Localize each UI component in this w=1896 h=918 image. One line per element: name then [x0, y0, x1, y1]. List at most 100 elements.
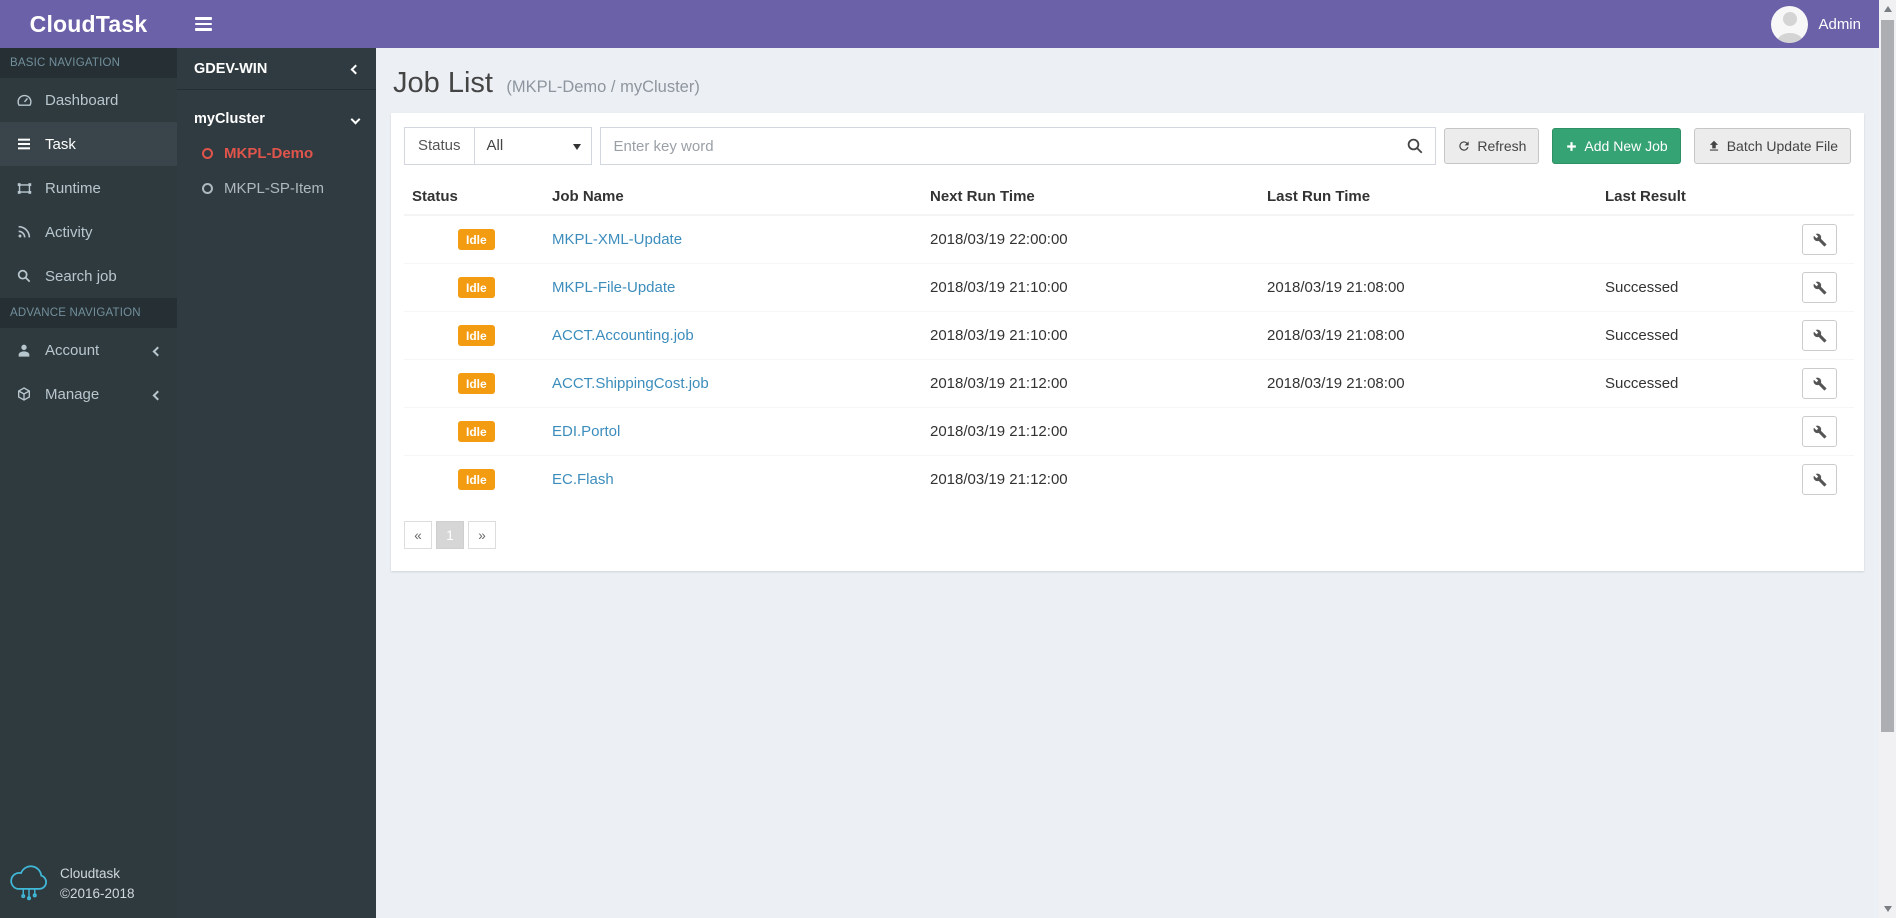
- job-name-link[interactable]: EC.Flash: [552, 471, 614, 488]
- wrench-icon: [1813, 473, 1826, 486]
- main-sidebar: BASIC NAVIGATION Dashboard Task: [0, 48, 177, 918]
- tree-item-label: MKPL-SP-Item: [224, 180, 325, 197]
- search-button[interactable]: [1398, 131, 1432, 161]
- search-input[interactable]: [599, 127, 1437, 165]
- pagination: « 1 »: [404, 521, 1851, 549]
- job-settings-button[interactable]: [1802, 224, 1837, 255]
- job-name-link[interactable]: MKPL-XML-Update: [552, 231, 683, 248]
- pagination-page-1-button[interactable]: 1: [436, 521, 464, 549]
- cluster-tree-panel: GDEV-WIN myCluster MKPL-Demo MKPL-SP-Ite…: [177, 48, 376, 918]
- next-run-time: 2018/03/19 21:10:00: [922, 263, 1259, 312]
- add-new-job-label: Add New Job: [1584, 138, 1668, 154]
- next-run-time: 2018/03/19 21:12:00: [922, 359, 1259, 408]
- job-name-link[interactable]: ACCT.Accounting.job: [552, 327, 694, 344]
- job-settings-button[interactable]: [1802, 320, 1837, 351]
- job-settings-button[interactable]: [1802, 464, 1837, 495]
- batch-update-file-button[interactable]: Batch Update File: [1693, 128, 1851, 164]
- pagination-next-button[interactable]: »: [468, 521, 496, 549]
- refresh-button[interactable]: Refresh: [1444, 128, 1540, 164]
- page-header: Job List (MKPL-Demo / myCluster): [376, 48, 1879, 113]
- cloud-logo-icon: [6, 859, 52, 908]
- sidebar-item-search-job[interactable]: Search job: [0, 254, 177, 298]
- tree-item-mkpl-demo[interactable]: MKPL-Demo: [177, 136, 376, 171]
- search-icon: [15, 267, 33, 285]
- tree-item-mkpl-sp-item[interactable]: MKPL-SP-Item: [177, 171, 376, 206]
- sidebar-item-label: Search job: [45, 267, 117, 285]
- last-result: [1597, 214, 1794, 264]
- tree-server-gdev-win[interactable]: GDEV-WIN: [177, 48, 376, 90]
- tree-cluster-label: myCluster: [194, 111, 265, 127]
- last-run-time: [1259, 407, 1597, 456]
- scrollbar-thumb[interactable]: [1881, 20, 1894, 732]
- batch-update-file-label: Batch Update File: [1726, 138, 1838, 154]
- col-header-last-result: Last Result: [1597, 181, 1794, 216]
- search-icon: [1408, 138, 1423, 154]
- next-run-time: 2018/03/19 21:12:00: [922, 455, 1259, 503]
- wrench-icon: [1813, 281, 1826, 294]
- table-row: Idle MKPL-XML-Update 2018/03/19 22:00:00: [404, 214, 1854, 264]
- brand-logo[interactable]: CloudTask: [29, 11, 148, 37]
- user-icon: [15, 341, 33, 359]
- last-result: [1597, 455, 1794, 503]
- scroll-up-icon[interactable]: [1883, 6, 1892, 12]
- sidebar-footer: Cloudtask ©2016-2018: [6, 859, 135, 908]
- chevron-left-icon: [152, 386, 163, 403]
- status-filter-value: All: [486, 137, 504, 154]
- pagination-prev-button[interactable]: «: [404, 521, 432, 549]
- sidebar-item-manage[interactable]: Manage: [0, 372, 177, 416]
- refresh-label: Refresh: [1477, 138, 1527, 154]
- scroll-down-icon[interactable]: [1883, 906, 1892, 912]
- table-row: Idle EC.Flash 2018/03/19 21:12:00: [404, 455, 1854, 503]
- next-run-time: 2018/03/19 21:10:00: [922, 311, 1259, 360]
- job-settings-button[interactable]: [1802, 272, 1837, 303]
- search-group: [599, 127, 1437, 165]
- job-name-link[interactable]: ACCT.ShippingCost.job: [552, 375, 709, 392]
- sidebar-item-task[interactable]: Task: [0, 122, 177, 166]
- last-run-time: [1259, 455, 1597, 503]
- status-badge: Idle: [458, 229, 495, 250]
- last-run-time: 2018/03/19 21:08:00: [1259, 263, 1597, 312]
- next-run-time: 2018/03/19 21:12:00: [922, 407, 1259, 456]
- tree-cluster-mycluster[interactable]: myCluster: [177, 102, 376, 136]
- footer-app-name: Cloudtask: [60, 865, 121, 881]
- sidebar-item-label: Runtime: [45, 179, 101, 197]
- tree-item-label: MKPL-Demo: [224, 145, 314, 162]
- col-header-status: Status: [404, 181, 544, 216]
- caret-down-icon: [572, 144, 581, 150]
- chevron-down-icon: [350, 111, 361, 127]
- col-header-actions: [1794, 181, 1854, 216]
- user-name: Admin: [1818, 15, 1861, 33]
- job-settings-button[interactable]: [1802, 416, 1837, 447]
- user-menu[interactable]: Admin: [1771, 0, 1861, 48]
- sidebar-item-account[interactable]: Account: [0, 328, 177, 372]
- job-settings-button[interactable]: [1802, 368, 1837, 399]
- wrench-icon: [1813, 377, 1826, 390]
- add-new-job-button[interactable]: Add New Job: [1552, 128, 1681, 164]
- sidebar-item-dashboard[interactable]: Dashboard: [0, 78, 177, 122]
- col-header-last-run-time: Last Run Time: [1259, 181, 1597, 216]
- upload-icon: [1709, 140, 1718, 151]
- job-list-card: Status All: [391, 113, 1864, 571]
- table-row: Idle MKPL-File-Update 2018/03/19 21:10:0…: [404, 263, 1854, 312]
- top-navbar: CloudTask Admin: [0, 0, 1879, 48]
- last-run-time: 2018/03/19 21:08:00: [1259, 359, 1597, 408]
- page-title: Job List: [393, 67, 493, 99]
- sidebar-item-runtime[interactable]: Runtime: [0, 166, 177, 210]
- sidebar-item-label: Task: [45, 135, 76, 153]
- job-name-link[interactable]: EDI.Portol: [552, 423, 621, 440]
- chevron-left-icon: [152, 342, 163, 359]
- status-badge: Idle: [458, 277, 495, 298]
- sidebar-item-activity[interactable]: Activity: [0, 210, 177, 254]
- next-run-time: 2018/03/19 22:00:00: [922, 214, 1259, 264]
- wrench-icon: [1813, 425, 1826, 438]
- hamburger-menu-icon[interactable]: [177, 0, 229, 48]
- circle-o-icon: [202, 183, 213, 194]
- main-content: Job List (MKPL-Demo / myCluster) Status …: [376, 48, 1879, 918]
- avatar: [1771, 5, 1809, 43]
- footer-copyright: ©2016-2018: [60, 885, 135, 901]
- status-filter-label: Status: [404, 127, 474, 165]
- status-badge: Idle: [458, 325, 495, 346]
- job-name-link[interactable]: MKPL-File-Update: [552, 279, 676, 296]
- status-filter-select[interactable]: All: [473, 127, 592, 165]
- sidebar-section-advance: ADVANCE NAVIGATION: [0, 298, 177, 328]
